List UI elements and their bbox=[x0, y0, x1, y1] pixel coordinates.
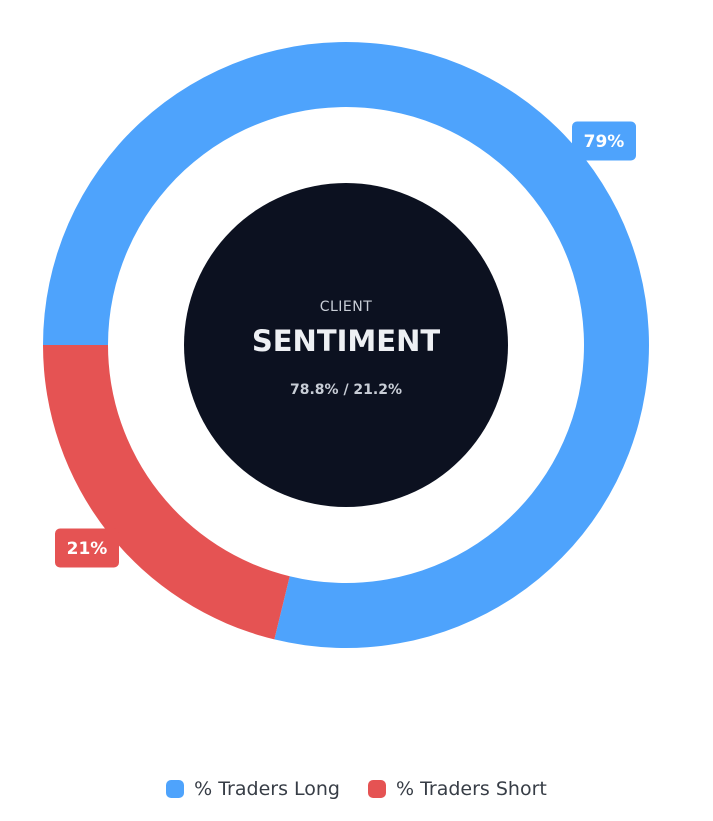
slice-labels: 79% 21% bbox=[55, 121, 636, 568]
slice-label-badge bbox=[55, 528, 119, 568]
legend-item-long[interactable]: % Traders Long bbox=[166, 778, 340, 800]
center-subtitle: 78.8% / 21.2% bbox=[290, 382, 402, 398]
slice-label-long: 79% bbox=[572, 121, 636, 161]
legend: % Traders Long % Traders Short bbox=[0, 778, 713, 800]
center-title: SENTIMENT bbox=[252, 324, 440, 358]
slice-label-text: 79% bbox=[584, 132, 625, 152]
slice-label-text: 21% bbox=[67, 539, 108, 559]
legend-label-short: % Traders Short bbox=[395, 778, 547, 800]
legend-label-long: % Traders Long bbox=[194, 778, 340, 800]
donut-slice-short[interactable] bbox=[43, 345, 290, 640]
donut-slices bbox=[43, 41, 649, 649]
legend-swatch-short bbox=[367, 780, 386, 798]
slice-label-short: 21% bbox=[55, 528, 119, 568]
legend-item-short[interactable]: % Traders Short bbox=[367, 778, 547, 800]
slice-label-badge bbox=[572, 121, 636, 161]
center-disc bbox=[184, 183, 508, 507]
center-caption: CLIENT bbox=[320, 299, 373, 315]
legend-swatch-long bbox=[166, 780, 185, 798]
